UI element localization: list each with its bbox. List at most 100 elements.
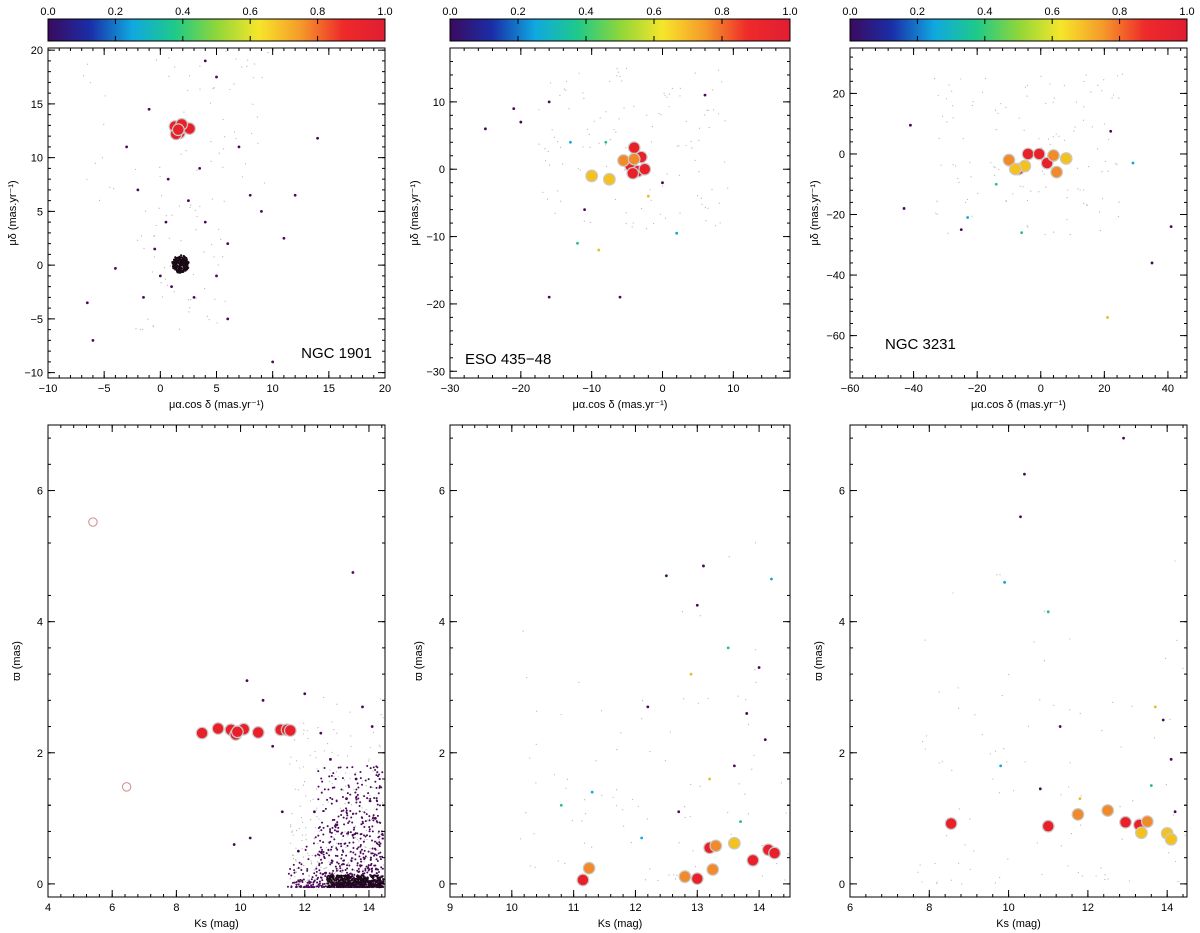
y-tick-label: 0 — [439, 879, 445, 891]
x-tick-label: 0 — [157, 383, 163, 395]
background-point — [222, 148, 225, 150]
background-point — [323, 696, 325, 699]
field-star — [342, 880, 345, 883]
member-point — [1050, 165, 1064, 179]
background-point — [178, 205, 180, 207]
field-star — [376, 803, 379, 806]
field-star — [356, 880, 359, 883]
field-star — [360, 823, 363, 826]
background-point — [589, 221, 591, 223]
field-star — [347, 877, 350, 880]
plot-frame — [47, 47, 386, 379]
x-tick-label: 10 — [1002, 902, 1014, 914]
field-star — [341, 869, 344, 872]
field-star — [372, 879, 375, 882]
field-star — [335, 799, 338, 802]
background-point — [1073, 130, 1075, 132]
background-point — [952, 592, 954, 594]
background-point — [300, 867, 302, 869]
background-point — [952, 105, 954, 107]
field-star — [314, 836, 317, 839]
field-star — [318, 869, 321, 872]
background-point — [970, 176, 972, 178]
x-tick-label: 13 — [691, 902, 703, 914]
member-point — [617, 154, 630, 167]
field-star — [378, 821, 381, 824]
field-star — [369, 858, 372, 861]
background-field-points — [917, 560, 1186, 885]
background-point — [649, 868, 651, 870]
background-point — [1075, 101, 1078, 103]
y-axis-label: μδ (mas.yr⁻¹) — [809, 180, 821, 245]
background-point — [222, 166, 224, 168]
background-point — [180, 240, 182, 242]
field-star — [368, 819, 371, 822]
background-point — [989, 753, 991, 755]
background-point — [557, 860, 559, 862]
background-point — [548, 164, 551, 166]
field-star — [373, 854, 376, 857]
field-star — [381, 837, 384, 840]
field-point — [770, 577, 773, 581]
background-point — [1024, 761, 1026, 763]
background-point — [308, 875, 310, 877]
background-point — [711, 188, 713, 190]
background-point — [1132, 800, 1134, 802]
field-star — [374, 769, 377, 772]
background-point — [302, 766, 304, 768]
background-point — [211, 198, 213, 200]
background-point — [698, 139, 700, 142]
background-point — [1119, 806, 1121, 808]
background-point — [328, 780, 331, 783]
field-star — [349, 793, 352, 796]
background-point — [136, 239, 139, 241]
background-point — [218, 152, 220, 154]
field-star — [375, 854, 378, 857]
background-point — [664, 94, 666, 97]
background-point — [342, 789, 345, 791]
background-point — [316, 815, 318, 818]
background-point — [1012, 193, 1014, 195]
field-star — [379, 855, 382, 858]
y-tick-label: −20 — [426, 299, 445, 311]
x-tick-label: 8 — [173, 902, 179, 914]
member-point — [1032, 147, 1046, 161]
background-point — [164, 278, 166, 280]
field-star — [336, 855, 339, 858]
field-star — [367, 883, 370, 886]
member-points — [576, 836, 781, 887]
field-star — [346, 882, 349, 885]
background-point — [302, 784, 304, 786]
background-point — [168, 237, 170, 239]
field-star — [382, 880, 385, 883]
field-star — [335, 879, 338, 882]
background-point — [1069, 762, 1071, 764]
field-star — [305, 884, 308, 887]
field-point — [280, 810, 284, 814]
background-point — [679, 95, 681, 97]
background-point — [1039, 699, 1041, 701]
background-point — [331, 783, 333, 785]
field-star — [360, 882, 363, 885]
background-point — [294, 788, 296, 790]
background-point — [1033, 641, 1035, 643]
x-tick-label: 12 — [299, 902, 311, 914]
background-point — [353, 858, 355, 860]
field-point — [226, 242, 230, 246]
field-star — [311, 885, 314, 888]
background-point — [1118, 97, 1120, 99]
background-point — [1101, 90, 1103, 92]
field-star — [337, 885, 340, 889]
background-point — [761, 875, 763, 877]
background-point — [690, 140, 692, 143]
background-point — [187, 299, 190, 301]
background-point — [546, 198, 549, 200]
background-point — [612, 796, 614, 799]
background-point — [676, 145, 678, 147]
field-point — [1169, 225, 1173, 229]
field-star — [367, 778, 370, 781]
field-point — [147, 107, 151, 111]
background-point — [1120, 746, 1122, 748]
background-point — [213, 256, 215, 258]
background-point — [292, 854, 295, 857]
